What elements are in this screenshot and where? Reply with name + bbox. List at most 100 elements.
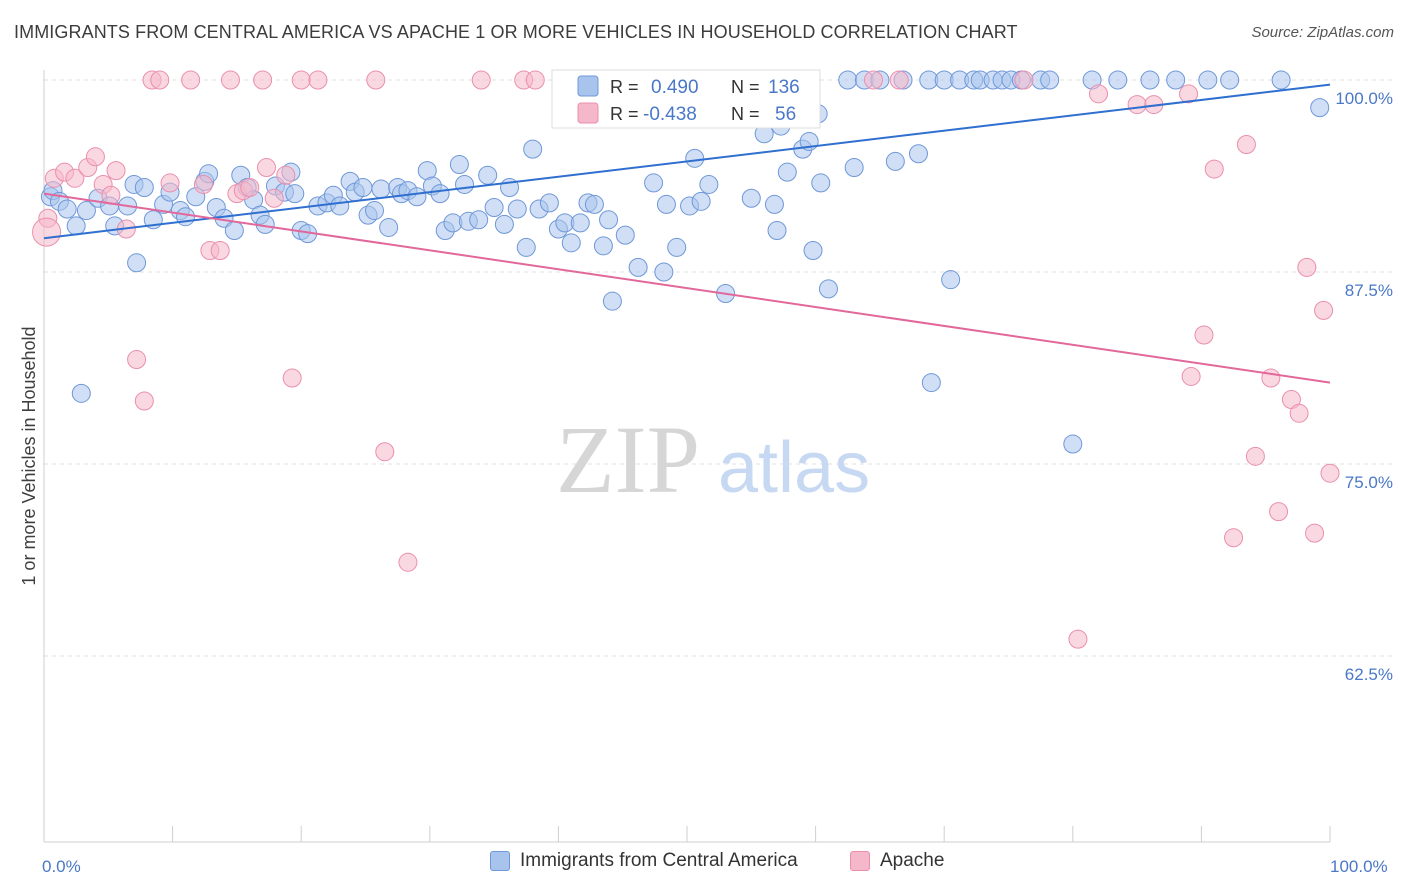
- data-point-apache: [1289, 403, 1309, 423]
- data-point-central-america: [127, 253, 147, 273]
- stats-swatch-central-america: [577, 75, 599, 97]
- data-point-central-america: [602, 291, 622, 311]
- legend-item-central-america: Immigrants from Central America: [490, 850, 798, 872]
- y-tick-label: 62.5%: [1345, 665, 1393, 684]
- data-point-central-america: [1271, 70, 1291, 90]
- data-point-central-america: [561, 233, 581, 253]
- data-point-central-america: [667, 237, 687, 257]
- data-point-central-america: [584, 194, 604, 214]
- data-point-apache: [1269, 502, 1289, 522]
- data-point-central-america: [921, 373, 941, 393]
- data-point-central-america: [1220, 70, 1240, 90]
- data-point-apache: [276, 165, 296, 185]
- data-point-apache: [1194, 325, 1214, 345]
- data-point-central-america: [353, 178, 373, 198]
- data-point-apache: [863, 70, 883, 90]
- data-point-central-america: [644, 173, 664, 193]
- data-point-central-america: [656, 194, 676, 214]
- data-point-apache: [1261, 368, 1281, 388]
- data-point-central-america: [941, 270, 961, 290]
- data-point-central-america: [484, 197, 504, 217]
- data-point-apache: [308, 70, 328, 90]
- data-point-apache: [1320, 463, 1340, 483]
- data-point-apache: [210, 240, 230, 260]
- y-axis-label: 1 or more Vehicles in Household: [19, 326, 39, 585]
- data-point-apache: [85, 147, 105, 167]
- chart-title: IMMIGRANTS FROM CENTRAL AMERICA VS APACH…: [14, 22, 1018, 42]
- watermark-atlas: atlas: [718, 428, 870, 508]
- data-point-apache: [375, 442, 395, 462]
- data-point-central-america: [285, 184, 305, 204]
- data-point-apache: [1305, 523, 1325, 543]
- data-point-apache: [1014, 70, 1034, 90]
- y-tick-label: 100.0%: [1335, 89, 1393, 108]
- watermark-zip: ZIP: [556, 406, 700, 513]
- data-point-central-america: [523, 139, 543, 159]
- data-point-central-america: [1198, 70, 1218, 90]
- data-point-apache: [291, 70, 311, 90]
- data-point-apache: [106, 161, 126, 181]
- data-point-central-america: [1166, 70, 1186, 90]
- data-point-central-america: [449, 154, 469, 174]
- data-point-central-america: [885, 151, 905, 171]
- data-point-central-america: [811, 173, 831, 193]
- data-point-apache: [398, 552, 418, 572]
- trend-line-apache: [43, 192, 1331, 384]
- legend-swatch-apache: [850, 851, 870, 871]
- data-point-central-america: [691, 191, 711, 211]
- data-point-apache: [193, 174, 213, 194]
- data-point-central-america: [685, 148, 705, 168]
- stats-n-value-apache: 56: [775, 104, 796, 125]
- legend-label-central-america: Immigrants from Central America: [520, 850, 798, 871]
- data-point-central-america: [224, 221, 244, 241]
- data-point-apache: [366, 70, 386, 90]
- data-point-apache: [160, 173, 180, 193]
- data-point-apache: [150, 70, 170, 90]
- data-point-central-america: [741, 188, 761, 208]
- trend-line-central-america: [43, 83, 1331, 240]
- data-point-central-america: [478, 165, 498, 185]
- stats-n-label: N =: [731, 104, 760, 124]
- x-tick-label-max: 100.0%: [1330, 857, 1388, 876]
- data-point-apache: [134, 391, 154, 411]
- data-point-apache: [1314, 300, 1334, 320]
- data-point-central-america: [365, 201, 385, 221]
- data-point-apache: [1224, 528, 1244, 548]
- data-point-apache: [240, 178, 260, 198]
- data-point-central-america: [654, 262, 674, 282]
- y-tick-label: 75.0%: [1345, 473, 1393, 492]
- data-point-central-america: [818, 279, 838, 299]
- data-point-central-america: [803, 240, 823, 260]
- data-point-central-america: [844, 158, 864, 178]
- data-point-apache: [1181, 366, 1201, 386]
- data-point-central-america: [767, 221, 787, 241]
- data-point-central-america: [1040, 70, 1060, 90]
- data-point-central-america: [699, 174, 719, 194]
- data-point-apache: [282, 368, 302, 388]
- data-point-central-america: [628, 257, 648, 277]
- data-point-apache: [101, 185, 121, 205]
- data-point-central-america: [330, 196, 350, 216]
- stats-swatch-apache: [577, 102, 599, 124]
- data-point-central-america: [407, 187, 427, 207]
- data-point-central-america: [1063, 434, 1083, 454]
- data-point-central-america: [66, 216, 86, 236]
- data-point-apache: [889, 70, 909, 90]
- stats-r-value-central-america: 0.490: [651, 77, 699, 98]
- data-point-central-america: [1108, 70, 1128, 90]
- stats-n-label: N =: [731, 77, 760, 97]
- data-point-apache: [253, 70, 273, 90]
- x-tick-label-min: 0.0%: [42, 857, 81, 876]
- data-point-central-america: [777, 162, 797, 182]
- data-point-central-america: [430, 184, 450, 204]
- data-point-apache: [127, 350, 147, 370]
- legend-swatch-central-america: [490, 851, 510, 871]
- data-point-apache: [65, 168, 85, 188]
- data-point-apache: [256, 158, 276, 178]
- data-point-apache: [1204, 159, 1224, 179]
- data-point-central-america: [516, 237, 536, 257]
- series-central-america-points: [40, 70, 1330, 454]
- data-point-central-america: [1140, 70, 1160, 90]
- data-point-central-america: [134, 178, 154, 198]
